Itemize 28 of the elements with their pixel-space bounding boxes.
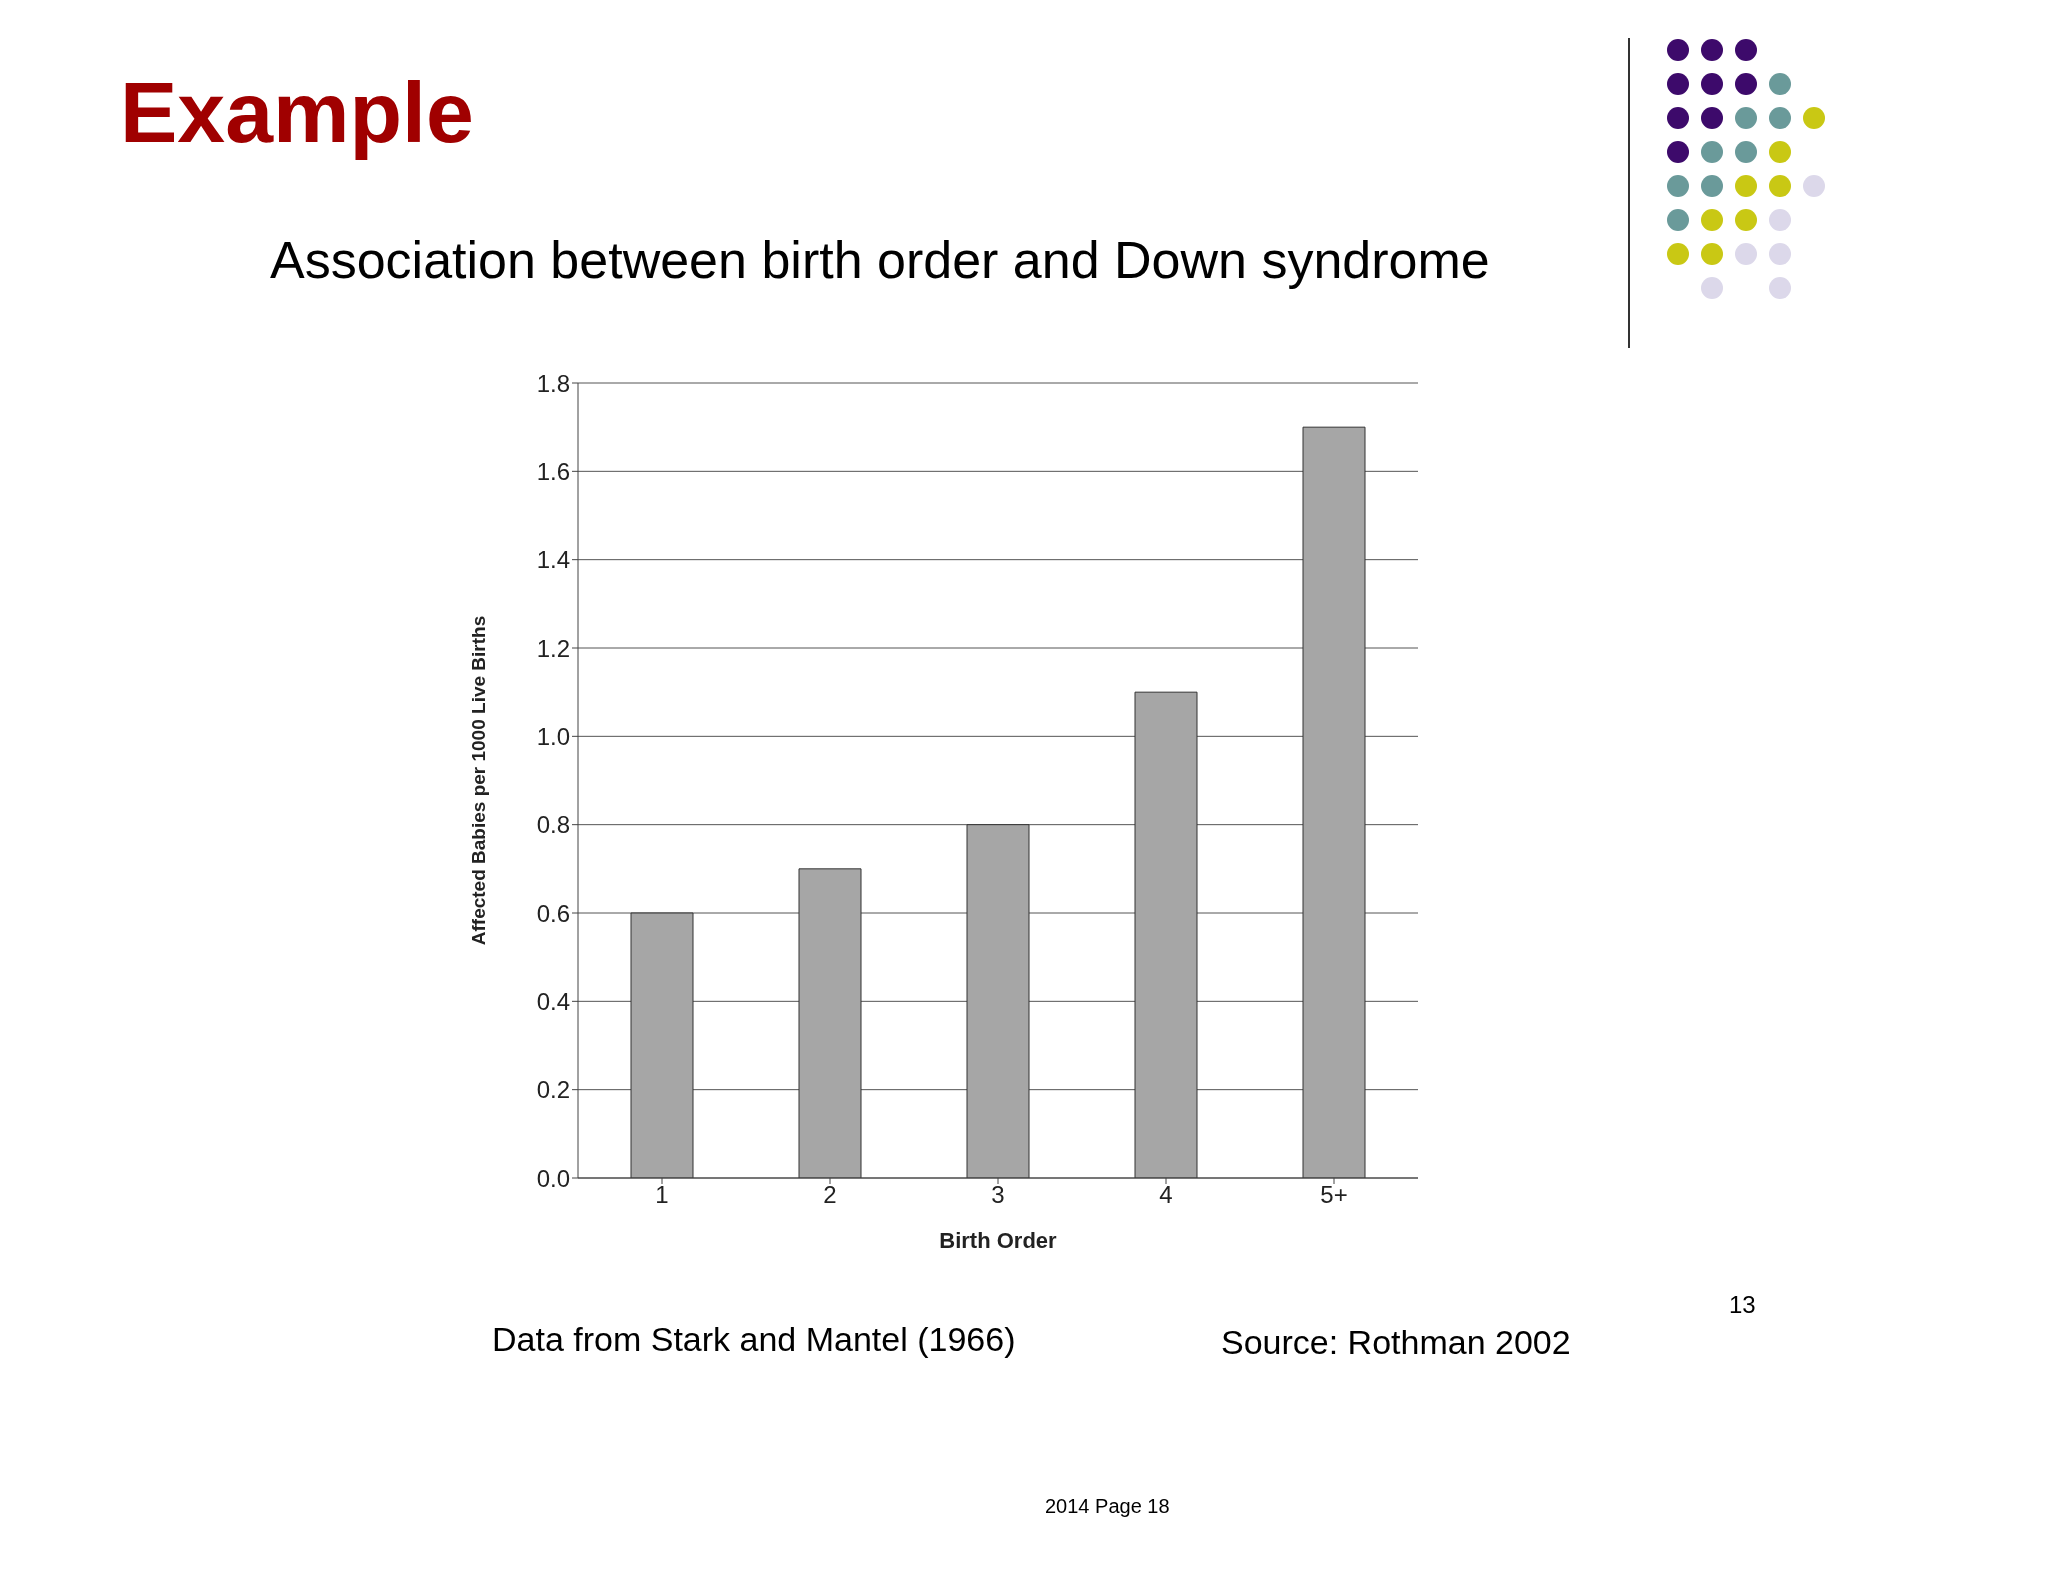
bar [1302, 426, 1366, 1178]
y-tick-label: 0.2 [536, 1076, 570, 1104]
y-tick-label: 0.0 [536, 1164, 570, 1192]
bar [798, 868, 862, 1178]
y-tick-label: 1.4 [536, 546, 570, 574]
bar [630, 912, 694, 1178]
text: Data from Stark and Mantel (1966) [492, 1320, 1016, 1359]
y-tick-label: 0.4 [536, 987, 570, 1015]
chart-title: Example [120, 63, 474, 162]
chart-subtitle: Association between birth order and Down syndrome [270, 230, 1490, 290]
x-tick-label: 1 [655, 1181, 669, 1209]
text: 2014 Page 18 [1045, 1495, 1170, 1518]
x-tick-label: 4 [1159, 1181, 1173, 1209]
x-tick-label: 2 [823, 1181, 837, 1209]
bar [1134, 691, 1198, 1178]
y-tick-label: 1.2 [536, 634, 570, 662]
y-axis-title: Affected Babies per 1000 Live Births [467, 615, 489, 946]
x-axis-title: Birth Order [939, 1228, 1058, 1253]
y-tick-label: 1.0 [536, 722, 570, 750]
y-tick-label: 0.6 [536, 899, 570, 927]
y-tick-label: 1.6 [536, 457, 570, 485]
x-tick-label: 3 [991, 1181, 1005, 1209]
y-tick-label: 1.8 [536, 369, 570, 397]
source-note: Source: Rothman 2002 [1221, 1323, 1571, 1362]
y-tick-label: 0.8 [536, 811, 570, 839]
text: 13 [1729, 1291, 1756, 1319]
bar [966, 824, 1030, 1178]
x-tick-label: 5+ [1320, 1181, 1348, 1209]
